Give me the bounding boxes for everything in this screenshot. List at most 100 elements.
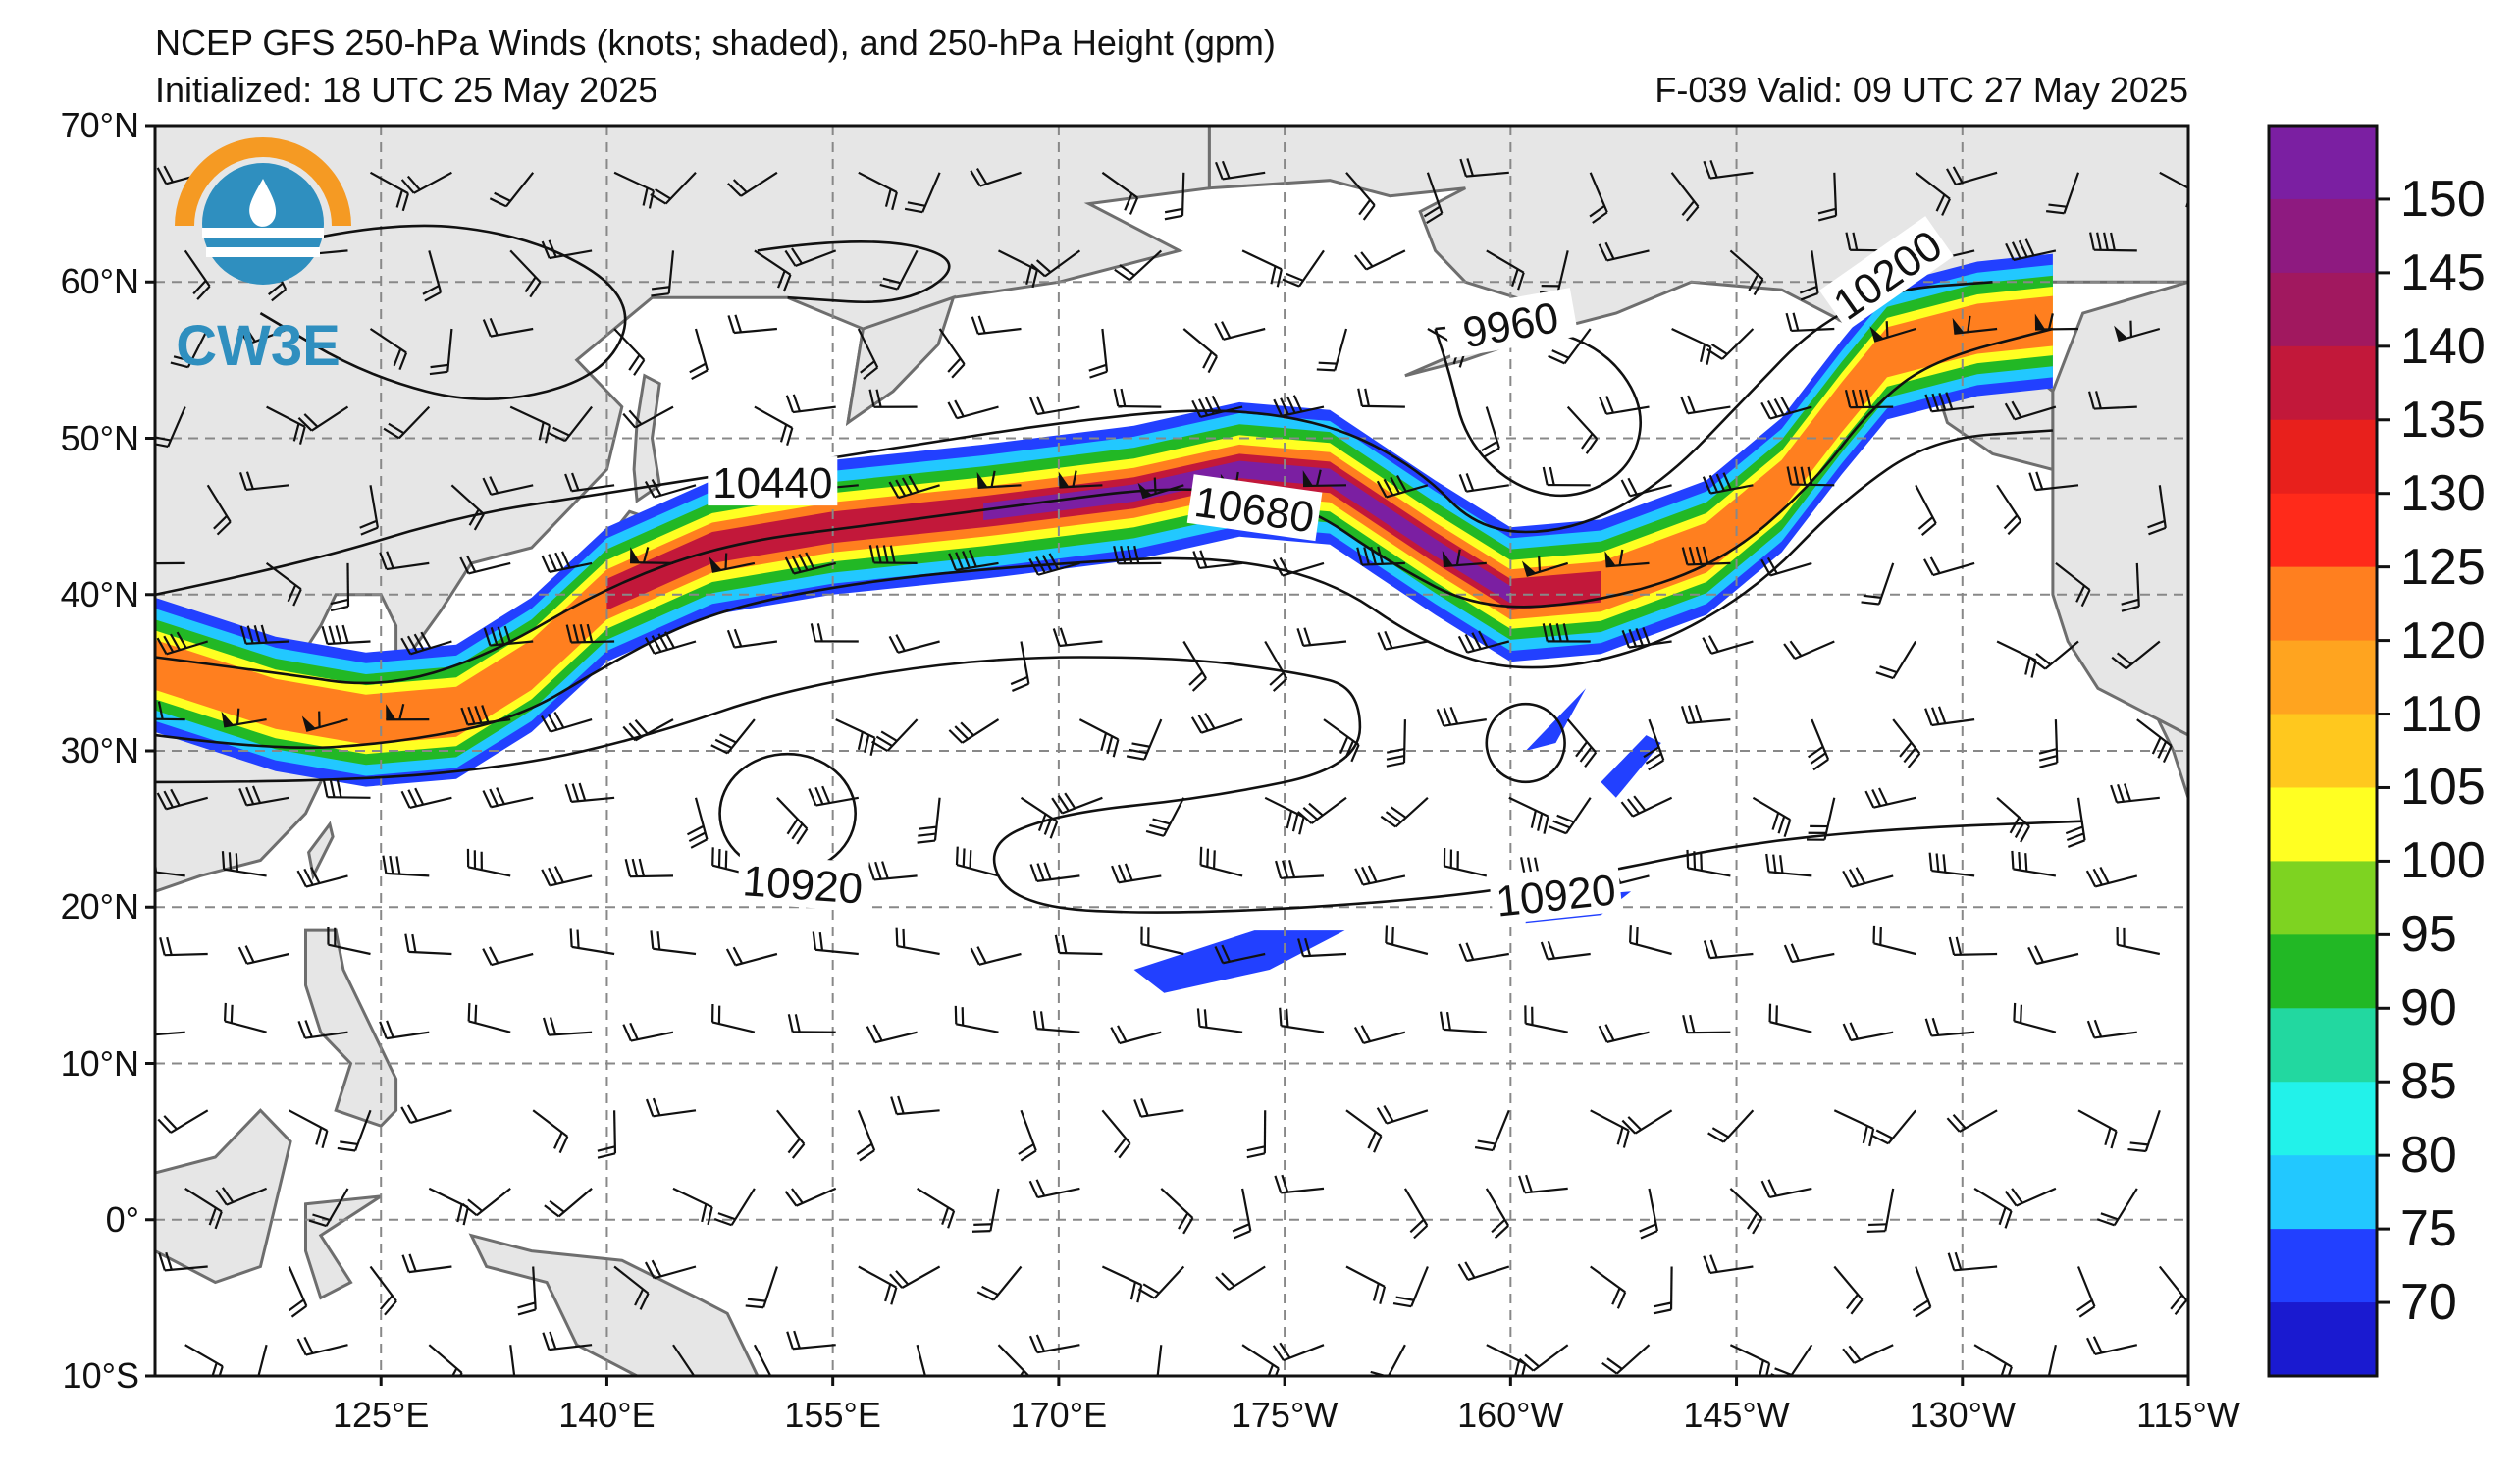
wind-barb (297, 405, 349, 432)
wind-barb (158, 1251, 208, 1272)
wind-barb (1126, 718, 1163, 761)
wind-barb (835, 718, 876, 756)
wind-barb (238, 785, 289, 807)
wind-barb (1392, 1266, 1429, 1308)
wind-barb (1707, 1109, 1755, 1143)
svg-text:10920: 10920 (741, 857, 864, 913)
wind-barb (400, 631, 452, 656)
wind-barb (1137, 1265, 1185, 1299)
wind-barb (1101, 1265, 1143, 1303)
lat-label: 30°N (60, 730, 139, 770)
wind-barb (711, 1004, 756, 1033)
wind-barb (713, 1188, 756, 1227)
wind-barb (1703, 939, 1754, 960)
lon-label: 175°W (1231, 1395, 1339, 1435)
wind-barb (1682, 1014, 1731, 1034)
colorbar-segment (2269, 198, 2377, 274)
wind-barb (1376, 474, 1429, 499)
wind-barb (2013, 1002, 2057, 1033)
wind-barb (483, 625, 534, 647)
wind-barb (644, 631, 697, 655)
wind-barb (2029, 640, 2079, 670)
wind-barb (254, 1344, 268, 1376)
wind-barb (184, 249, 211, 300)
taiwan (307, 821, 335, 881)
wind-barb (379, 551, 430, 571)
colorbar-label: 70 (2400, 1274, 2457, 1332)
wind-barb (401, 1253, 452, 1274)
wind-barb (948, 550, 999, 572)
colorbar-label: 120 (2400, 611, 2486, 669)
wind-barb (509, 1345, 517, 1376)
wind-barb (857, 328, 879, 380)
valid-time: F-039 Valid: 09 UTC 27 May 2025 (1654, 70, 2188, 110)
wind-barb (482, 787, 534, 809)
wind-barb (1442, 549, 1487, 568)
initialized-time: Initialized: 18 UTC 25 May 2025 (155, 70, 658, 110)
wind-barb (1686, 849, 1731, 877)
wind-barb (725, 946, 778, 967)
wind-barb (1703, 1254, 1754, 1275)
wind-barb (1521, 556, 1569, 577)
wind-barb (548, 405, 593, 443)
wind-barb (1783, 640, 1835, 660)
wind-barb (1892, 718, 1921, 768)
lat-label: 10°S (62, 1355, 139, 1396)
wind-barb (1182, 328, 1219, 374)
wind-barb (1101, 1109, 1131, 1159)
wind-barb (321, 624, 371, 646)
wind-barb (1628, 925, 1672, 956)
wind-barb (917, 1187, 956, 1229)
wind-barb (400, 1104, 452, 1125)
lat-label: 50°N (60, 417, 139, 458)
jet-streak-1 (1133, 930, 1345, 993)
kamchatka-edge (845, 294, 956, 426)
wind-barb (239, 624, 289, 645)
wind-barb (541, 866, 593, 887)
wind-barb (266, 405, 306, 445)
wind-barb (1760, 397, 1812, 420)
wind-barb (1996, 796, 2030, 843)
wind-barb (1028, 1334, 1080, 1354)
closed-contour-2 (1485, 702, 1566, 784)
colorbar-segment (2269, 345, 2377, 421)
wind-barb (644, 478, 697, 499)
wind-barb (1380, 796, 1429, 828)
wind-barb (2127, 1109, 2161, 1153)
wind-barb (369, 171, 410, 212)
wind-barb (1246, 1110, 1267, 1159)
lat-label: 20°N (60, 886, 139, 927)
wind-barb (1875, 640, 1917, 680)
logo-sun-arc (175, 137, 351, 227)
wind-barb (337, 1109, 372, 1152)
colorbar-label: 135 (2400, 391, 2486, 449)
wind-barb (1589, 172, 1608, 224)
wind-barb (1924, 1017, 1975, 1037)
wind-barb (1345, 1265, 1387, 1304)
colorbar-segment (2269, 419, 2377, 495)
wind-barb (1264, 640, 1288, 692)
wind-barb (1785, 312, 1835, 333)
wind-barb (1101, 171, 1139, 215)
wind-barb (1297, 796, 1347, 824)
wind-barb (1590, 1109, 1630, 1148)
wind-barb (1114, 249, 1163, 282)
wind-barb (1282, 249, 1325, 288)
wind-barb (650, 930, 697, 956)
contour-label-9960: 9960 (1442, 288, 1579, 359)
wind-barb (215, 1187, 268, 1206)
lon-label: 160°W (1457, 1395, 1564, 1435)
wind-barb (1051, 792, 1103, 815)
colorbar-label: 95 (2400, 906, 2457, 964)
wind-barb (482, 946, 534, 967)
wind-barb (867, 861, 918, 881)
wind-barb (1729, 1188, 1763, 1235)
wind-barb (2076, 1266, 2096, 1318)
wind-barb (858, 171, 898, 211)
wind-barb (1196, 1008, 1243, 1033)
wind-barb (1844, 389, 1894, 409)
wind-barb (1386, 719, 1406, 768)
wind-barb (613, 328, 646, 376)
wind-barb (1403, 1188, 1429, 1240)
wind-barb (1702, 472, 1754, 495)
